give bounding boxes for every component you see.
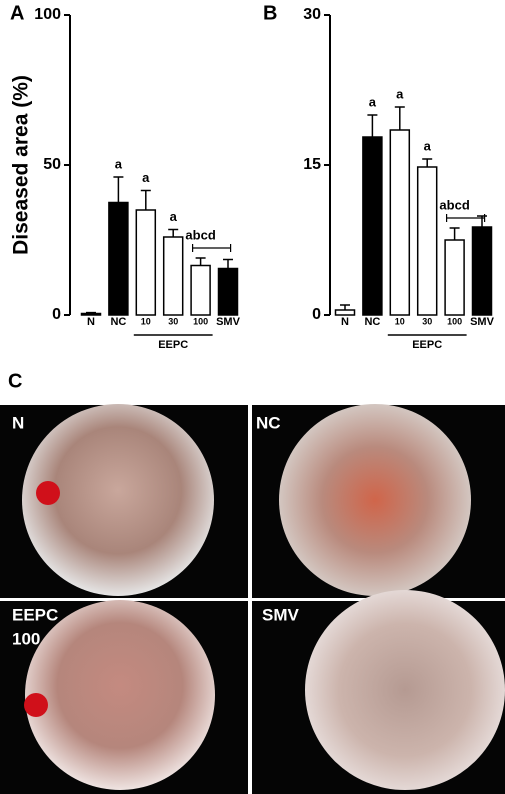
y-axis-label: Diseased area (%) — [10, 75, 33, 255]
photo-label: SMV — [262, 605, 300, 624]
y-tick-label: 30 — [303, 6, 321, 23]
y-tick-label: 0 — [312, 306, 321, 323]
x-tick-label: NC — [110, 316, 126, 328]
x-tick-label: 10 — [141, 316, 151, 326]
significance-label: a — [142, 170, 150, 185]
x-tick-label: 30 — [168, 316, 178, 326]
y-tick-label: 100 — [34, 6, 61, 23]
x-tick-label: 100 — [447, 316, 462, 326]
x-tick-label: SMV — [470, 316, 495, 328]
bar — [217, 267, 239, 316]
bar — [471, 226, 493, 316]
significance-label: abcd — [185, 227, 215, 242]
bar — [389, 129, 411, 316]
significance-label: a — [369, 94, 377, 109]
bar — [135, 209, 157, 316]
y-tick-label: 15 — [303, 156, 321, 173]
photo — [305, 590, 505, 790]
group-label: EEPC — [412, 339, 442, 351]
photo — [279, 404, 471, 596]
photo-label: 100 — [12, 629, 40, 648]
x-tick-label: 100 — [193, 316, 208, 326]
bar — [190, 264, 211, 316]
photo-label: EEPC — [12, 605, 58, 624]
photo-detail — [36, 481, 60, 505]
bar — [362, 136, 383, 316]
photo-label: N — [12, 413, 24, 432]
x-tick-label: N — [87, 316, 95, 328]
y-tick-label: 0 — [52, 306, 61, 323]
x-tick-label: SMV — [216, 316, 241, 328]
photo-label: NC — [256, 413, 281, 432]
significance-label: a — [115, 156, 123, 171]
photo-detail — [24, 693, 48, 717]
panel-letter: A — [10, 2, 24, 24]
group-label: EEPC — [158, 339, 188, 351]
bar — [334, 309, 356, 316]
photo — [22, 404, 214, 596]
bar — [162, 236, 184, 316]
photo — [25, 600, 215, 790]
x-tick-label: N — [341, 316, 349, 328]
significance-label: a — [170, 209, 178, 224]
photo-panels — [0, 404, 505, 794]
x-tick-label: 10 — [395, 316, 405, 326]
bar — [444, 239, 465, 316]
panel-letter: C — [8, 370, 22, 392]
y-tick-label: 50 — [43, 156, 61, 173]
panel-letter: B — [263, 2, 277, 24]
x-tick-label: NC — [364, 316, 380, 328]
significance-label: abcd — [439, 197, 469, 212]
bar — [416, 166, 438, 316]
x-tick-label: 30 — [422, 316, 432, 326]
bar — [108, 201, 129, 316]
significance-label: a — [396, 86, 404, 101]
bar — [80, 312, 102, 316]
significance-label: a — [424, 138, 432, 153]
